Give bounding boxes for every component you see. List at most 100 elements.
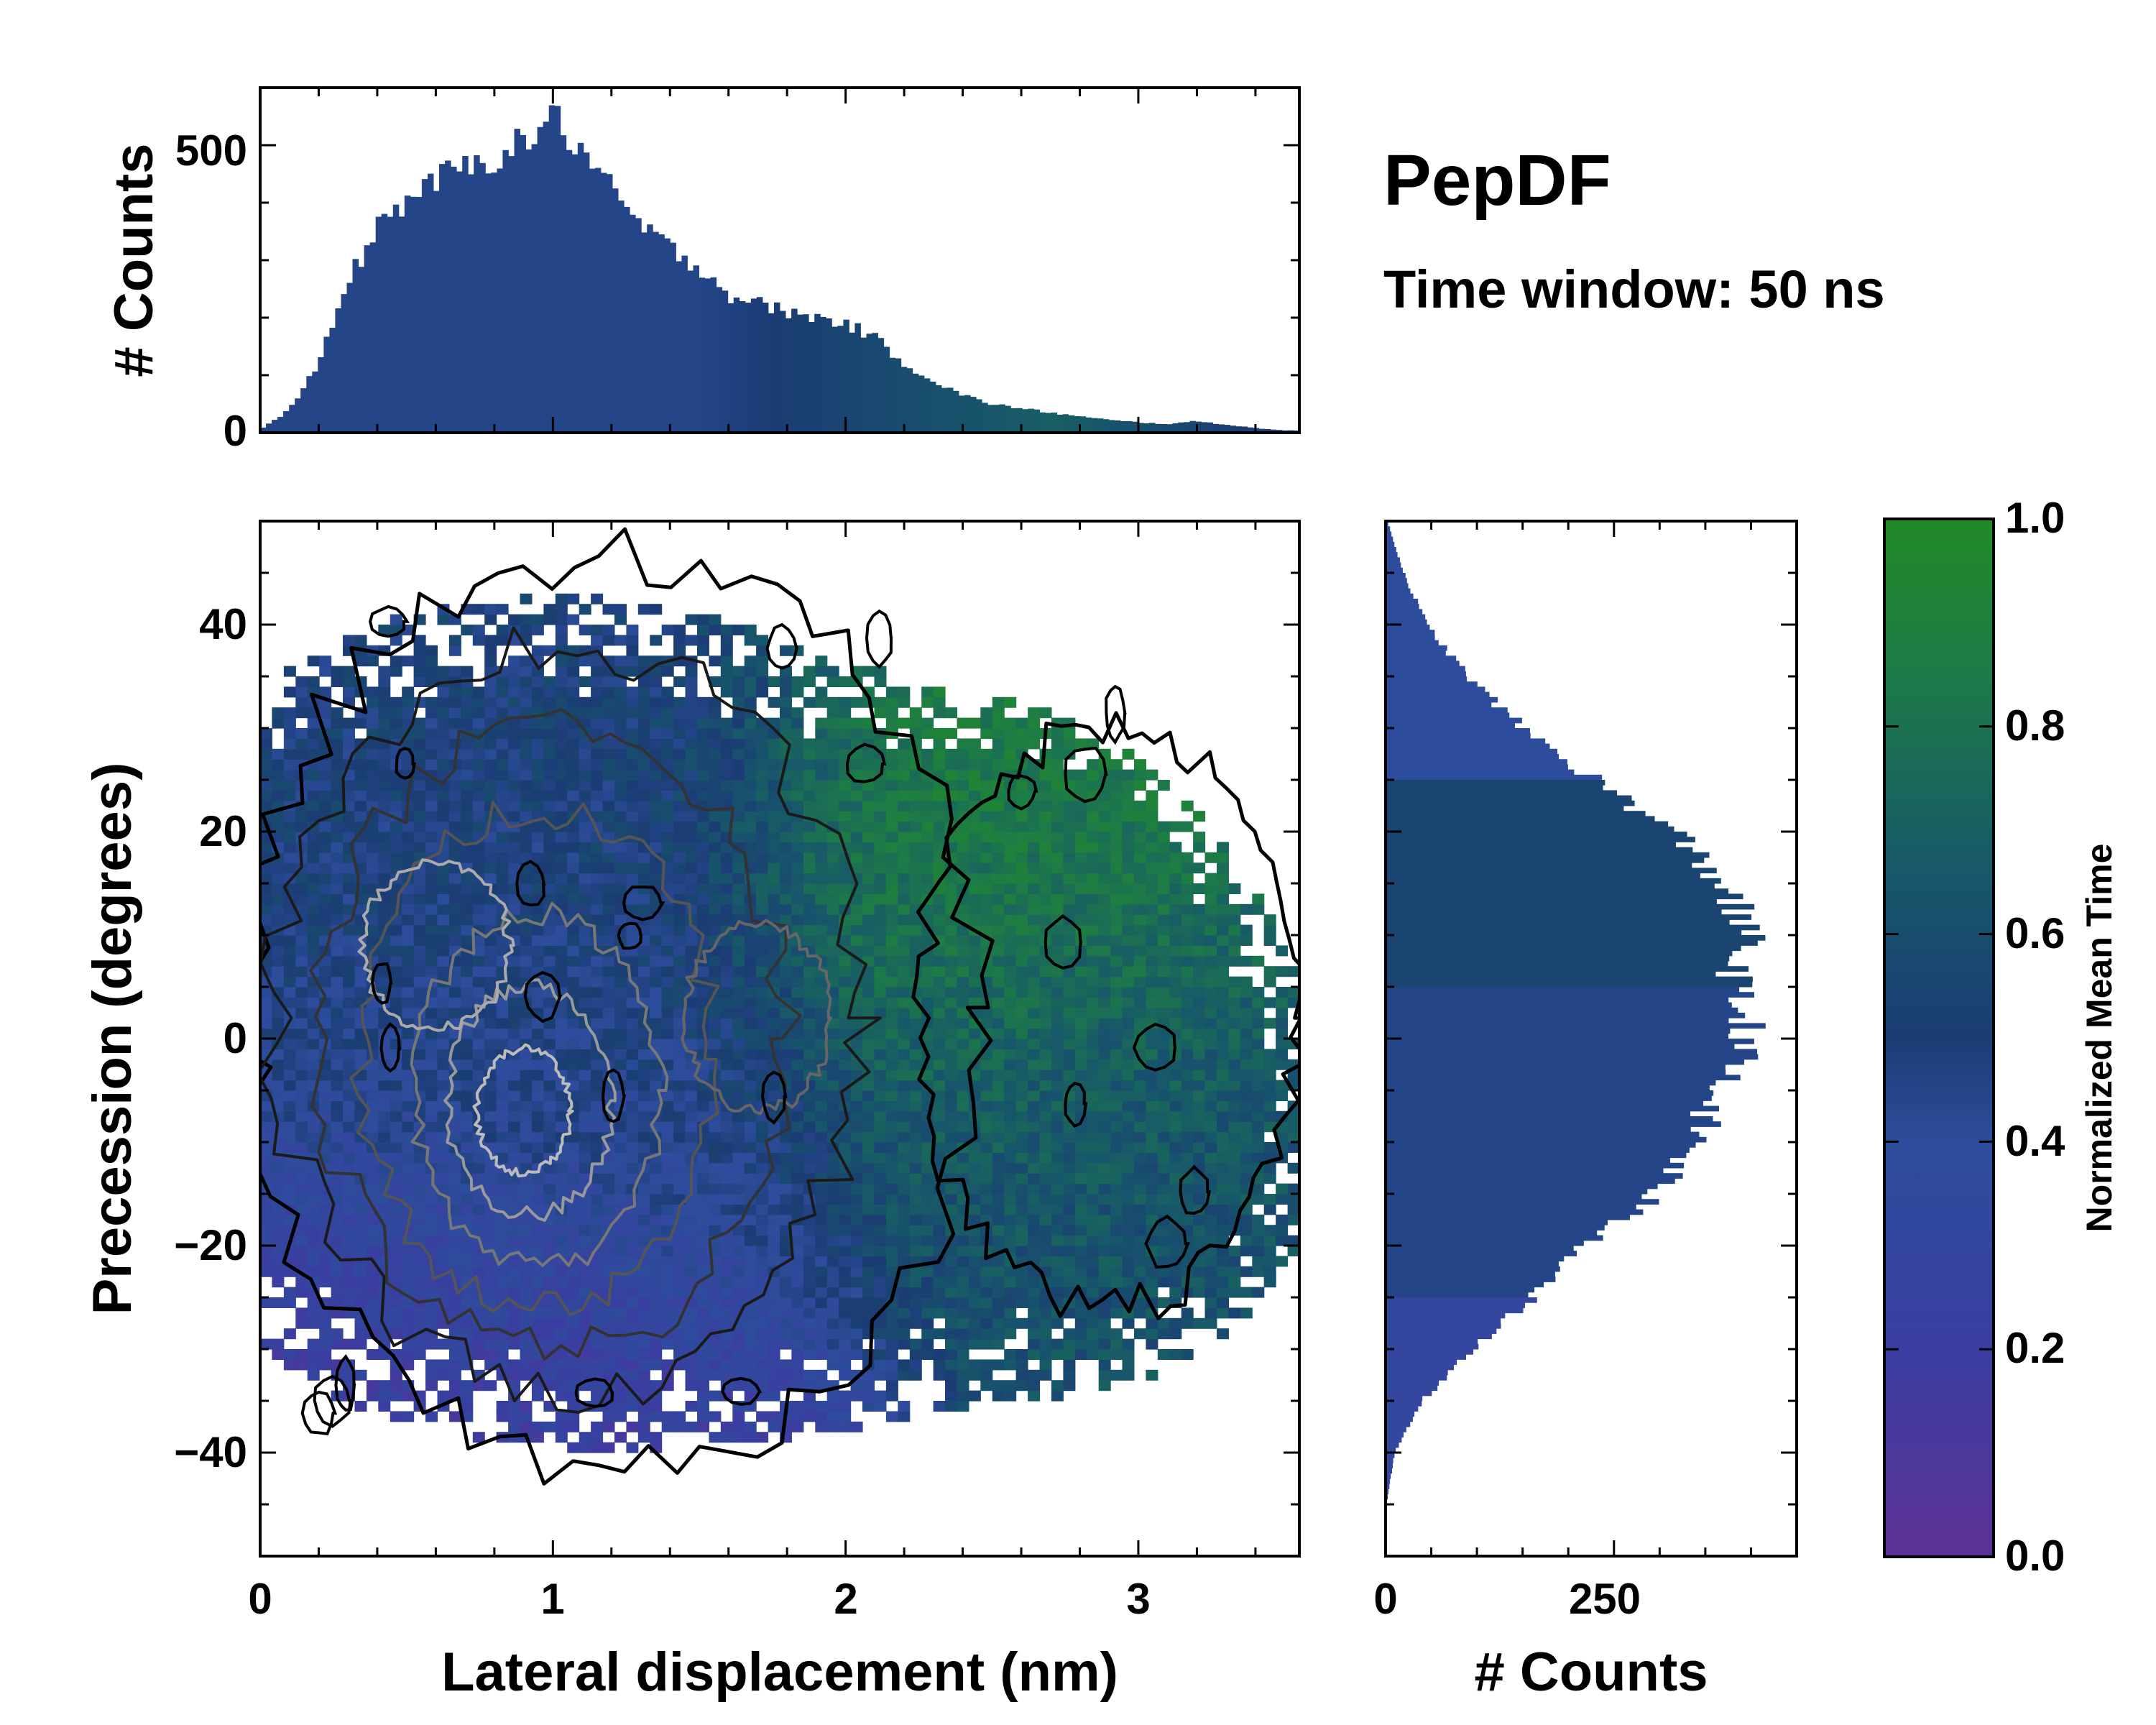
heatmap-cell <box>437 1039 450 1049</box>
heatmap-cell <box>402 842 415 853</box>
heatmap-cell <box>390 893 402 905</box>
heatmap-cell <box>957 738 969 750</box>
heatmap-cell <box>437 748 450 760</box>
heatmap-cell <box>744 1246 757 1256</box>
heatmap-cell <box>685 1121 698 1133</box>
heatmap-cell <box>343 883 355 894</box>
heatmap-cell <box>992 1080 1005 1091</box>
heatmap-cell <box>484 1121 497 1133</box>
heatmap-cell <box>413 945 426 957</box>
top-histogram-bar <box>1028 408 1034 433</box>
top-histogram-bar <box>289 405 295 433</box>
top-histogram-bar <box>941 387 948 433</box>
heatmap-cell <box>295 1204 308 1215</box>
heatmap-cell <box>909 1059 922 1070</box>
heatmap-cell <box>768 811 780 822</box>
heatmap-cell <box>709 842 722 853</box>
heatmap-cell <box>626 1359 639 1371</box>
heatmap-cell <box>1004 738 1017 750</box>
heatmap-cell <box>661 914 674 926</box>
heatmap-cell <box>354 1246 367 1256</box>
heatmap-cell <box>898 935 911 946</box>
heatmap-cell <box>579 1276 591 1288</box>
heatmap-cell <box>1039 1121 1052 1133</box>
heatmap-cell <box>272 1204 285 1215</box>
heatmap-cell <box>272 1235 285 1246</box>
heatmap-cell <box>909 1369 922 1381</box>
heatmap-cell <box>968 914 981 926</box>
heatmap-cell <box>567 1225 580 1236</box>
heatmap-cell <box>448 862 461 874</box>
top-histogram-bar <box>1132 421 1138 433</box>
heatmap-cell <box>366 1131 379 1143</box>
heatmap-cell <box>390 832 402 842</box>
heatmap-cell <box>484 1256 497 1267</box>
heatmap-cell <box>898 738 911 750</box>
heatmap-cell <box>295 1276 308 1288</box>
heatmap-cell <box>697 893 709 905</box>
heatmap-cell <box>720 717 733 729</box>
heatmap-cell <box>272 893 285 905</box>
heatmap-cell <box>945 924 957 936</box>
heatmap-cell <box>768 1369 780 1381</box>
heatmap-cell <box>968 883 981 894</box>
heatmap-cell <box>732 1152 745 1164</box>
heatmap-cell <box>1039 1131 1052 1143</box>
heatmap-cell <box>591 987 604 998</box>
heatmap-cell <box>898 1007 911 1018</box>
heatmap-cell <box>283 821 296 832</box>
heatmap-cell <box>602 1349 615 1360</box>
heatmap-cell <box>909 1028 922 1039</box>
heatmap-cell <box>1039 1349 1052 1360</box>
heatmap-cell <box>673 696 686 708</box>
heatmap-cell <box>390 955 402 967</box>
heatmap-cell <box>1039 1100 1052 1112</box>
heatmap-cell <box>484 1173 497 1184</box>
heatmap-cell <box>885 1194 898 1205</box>
heatmap-cell <box>295 1039 308 1049</box>
heatmap-cell <box>614 759 627 770</box>
heatmap-cell <box>815 832 828 842</box>
heatmap-cell <box>1015 976 1028 988</box>
heatmap-cell <box>992 842 1005 853</box>
heatmap-cell <box>448 707 461 719</box>
heatmap-cell <box>921 1204 934 1215</box>
heatmap-cell <box>780 1018 792 1029</box>
heatmap-cell <box>331 1183 344 1195</box>
heatmap-cell <box>461 1142 474 1153</box>
heatmap-cell <box>933 997 946 1008</box>
heatmap-cell <box>874 1121 887 1133</box>
heatmap-cell <box>484 842 497 853</box>
heatmap-cell <box>354 717 367 729</box>
heatmap-cell <box>448 997 461 1008</box>
heatmap-cell <box>768 1194 780 1205</box>
heatmap-cell <box>260 1110 272 1122</box>
heatmap-cell <box>295 1173 308 1184</box>
heatmap-cell <box>496 1225 509 1236</box>
heatmap-cell <box>531 1317 544 1329</box>
heatmap-cell <box>791 966 804 978</box>
heatmap-cell <box>697 873 709 884</box>
heatmap-cell <box>543 614 556 625</box>
heatmap-cell <box>555 1411 568 1422</box>
heatmap-cell <box>567 1039 580 1049</box>
heatmap-cell <box>354 811 367 822</box>
heatmap-cell <box>1015 1131 1028 1143</box>
heatmap-cell <box>260 1007 272 1018</box>
top-histogram-bar <box>560 135 567 433</box>
heatmap-cell <box>780 1338 792 1350</box>
heatmap-cell <box>803 790 816 801</box>
heatmap-cell <box>508 728 521 739</box>
heatmap-cell <box>413 987 426 998</box>
heatmap-cell <box>555 1328 568 1340</box>
heatmap-cell <box>484 1080 497 1091</box>
heatmap-cell <box>874 945 887 957</box>
heatmap-cell <box>826 945 839 957</box>
heatmap-cell <box>1004 1287 1017 1298</box>
heatmap-cell <box>591 873 604 884</box>
heatmap-cell <box>874 852 887 863</box>
heatmap-cell <box>555 1173 568 1184</box>
heatmap-cell <box>626 656 639 667</box>
top-histogram-bar <box>929 382 936 433</box>
heatmap-cell <box>508 1059 521 1070</box>
